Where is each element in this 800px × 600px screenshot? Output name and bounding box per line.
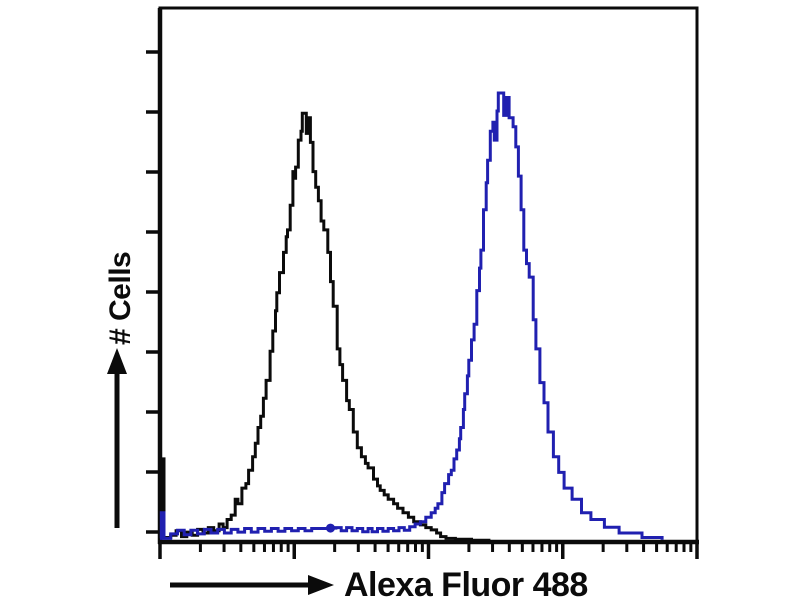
- plot-frame: [157, 6, 699, 545]
- series-curves: [159, 91, 664, 542]
- x-axis-arrow: [170, 575, 334, 595]
- y-axis-label: # Cells: [104, 252, 137, 345]
- x-axis-label: Alexa Fluor 488: [344, 566, 588, 600]
- x-axis-ticks: [158, 542, 699, 559]
- y-axis-ticks: [146, 50, 160, 534]
- x-arrowhead-icon: [308, 575, 334, 595]
- y-axis-arrow: [107, 348, 127, 528]
- y-arrowhead-icon: [107, 348, 127, 374]
